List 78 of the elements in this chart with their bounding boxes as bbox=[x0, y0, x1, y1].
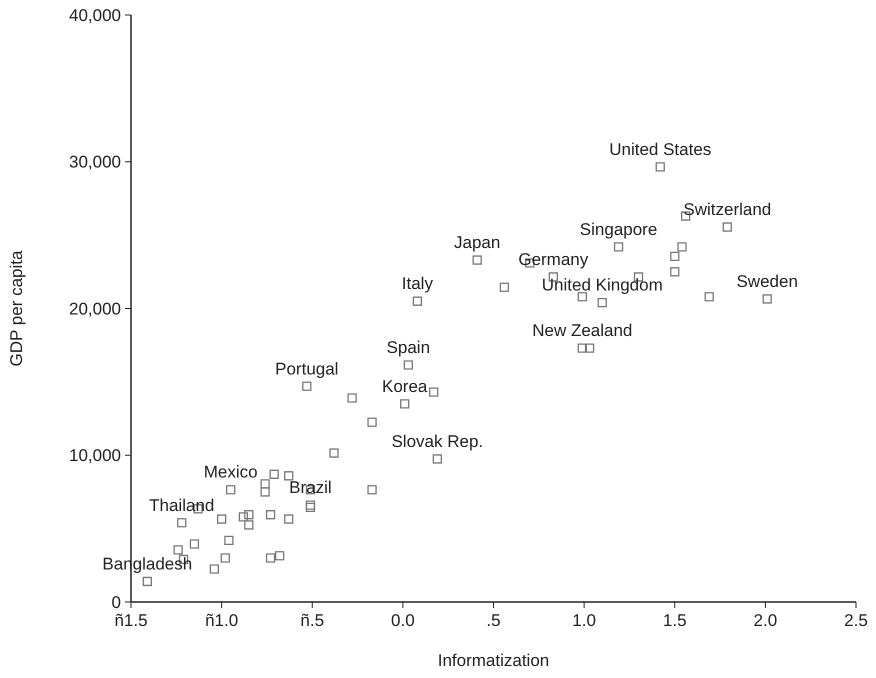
point bbox=[704, 292, 714, 302]
annotation: Slovak Rep. bbox=[391, 432, 484, 451]
annotation: New Zealand bbox=[532, 321, 632, 340]
annotation: Sweden bbox=[736, 272, 798, 291]
point bbox=[266, 510, 276, 520]
point bbox=[329, 448, 339, 458]
point bbox=[216, 514, 226, 524]
point bbox=[670, 267, 680, 276]
annotation: Korea bbox=[382, 376, 428, 396]
x-tick-label: ñ1.0 bbox=[205, 611, 238, 630]
point bbox=[260, 479, 270, 489]
point bbox=[347, 393, 357, 403]
point bbox=[670, 252, 680, 262]
x-tick-label: 2.5 bbox=[844, 611, 868, 630]
point bbox=[274, 551, 284, 560]
x-tick-label: .5 bbox=[486, 611, 501, 630]
annotation: Mexico bbox=[204, 462, 258, 482]
point bbox=[762, 294, 772, 304]
x-tick-label: 1.0 bbox=[572, 611, 596, 630]
annotation: Italy bbox=[402, 274, 434, 294]
y-tick-label: 0 bbox=[112, 592, 121, 612]
point bbox=[306, 500, 316, 510]
point bbox=[472, 255, 482, 265]
annotation: Brazil bbox=[289, 478, 332, 498]
x-tick-label: ñ.5 bbox=[300, 611, 324, 630]
point bbox=[500, 282, 510, 292]
point bbox=[722, 222, 732, 232]
point bbox=[656, 162, 665, 172]
point bbox=[306, 502, 316, 512]
annotation: United Kingdom bbox=[542, 276, 663, 295]
point bbox=[429, 387, 438, 397]
x-axis-title: Informatization bbox=[438, 651, 550, 670]
point bbox=[244, 520, 254, 530]
point bbox=[404, 360, 413, 370]
point bbox=[367, 418, 377, 427]
point bbox=[284, 471, 294, 480]
point bbox=[598, 298, 607, 308]
annotation: Thailand bbox=[149, 496, 214, 515]
point bbox=[584, 343, 594, 353]
y-tick-label: 40,000 bbox=[69, 6, 121, 25]
annotation: Singapore bbox=[580, 220, 658, 239]
point bbox=[578, 292, 587, 302]
point bbox=[270, 470, 279, 479]
point bbox=[224, 536, 234, 546]
point bbox=[142, 576, 152, 586]
annotation: Germany bbox=[518, 250, 589, 269]
point bbox=[177, 518, 186, 528]
x-tick-label: ñ1.5 bbox=[114, 611, 148, 630]
point bbox=[173, 545, 183, 555]
y-axis-title: GDP per capita bbox=[7, 250, 26, 366]
annotation: Switzerland bbox=[683, 200, 772, 220]
annotation: Portugal bbox=[275, 359, 338, 378]
point bbox=[238, 512, 248, 522]
point bbox=[220, 553, 230, 563]
point bbox=[190, 539, 200, 549]
point bbox=[367, 485, 377, 494]
x-tick-label: 1.5 bbox=[662, 611, 687, 630]
point bbox=[412, 296, 422, 306]
y-tick-label: 20,000 bbox=[69, 299, 121, 318]
annotation: United States bbox=[609, 140, 712, 159]
point bbox=[244, 510, 254, 520]
y-tick-label: 10,000 bbox=[69, 446, 121, 466]
point bbox=[302, 382, 312, 391]
x-tick-label: 0.0 bbox=[391, 611, 415, 630]
point bbox=[400, 399, 410, 409]
point bbox=[226, 485, 236, 494]
point bbox=[260, 487, 270, 497]
point bbox=[284, 514, 294, 524]
x-tick-label: 2.0 bbox=[754, 611, 778, 630]
y-tick-label: 30,000 bbox=[69, 152, 121, 172]
point bbox=[210, 564, 220, 574]
point bbox=[266, 553, 276, 563]
point bbox=[677, 242, 687, 252]
point bbox=[614, 242, 624, 252]
point bbox=[578, 343, 587, 353]
point bbox=[432, 454, 442, 464]
annotation: Japan bbox=[454, 233, 500, 252]
annotation: Spain bbox=[386, 338, 430, 357]
